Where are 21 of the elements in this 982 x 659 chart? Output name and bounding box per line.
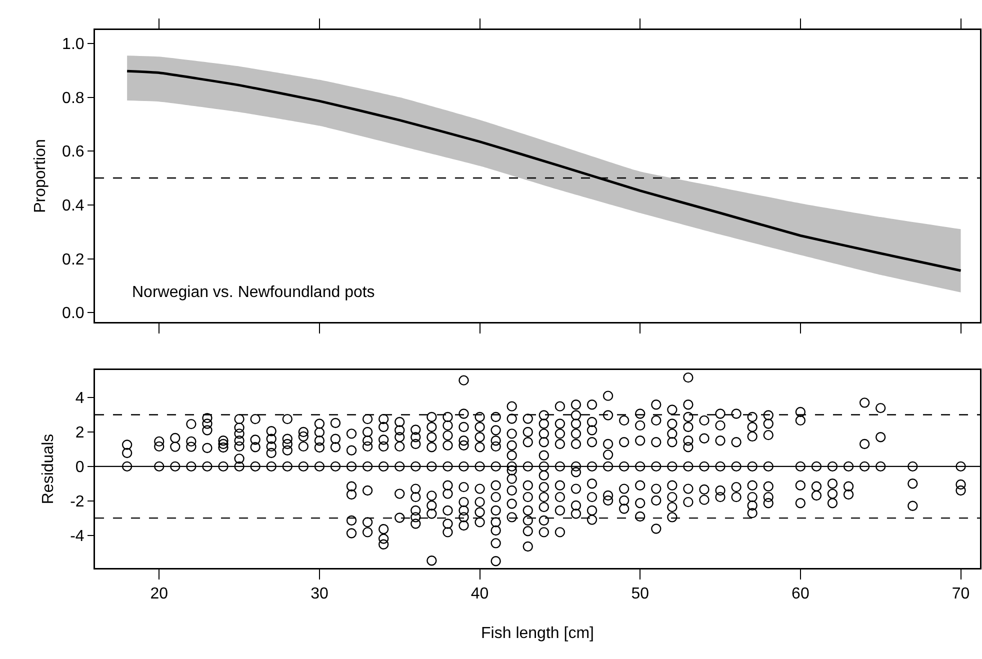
y-axis-title: Proportion: [32, 139, 50, 213]
x-tick-label: 20: [150, 586, 168, 603]
y-tick-label: 1.0: [62, 36, 84, 54]
x-tick-label: 50: [631, 586, 650, 603]
y-tick-label: 0.0: [62, 305, 84, 322]
x-tick-label: 30: [310, 586, 328, 603]
x-tick-label: 70: [952, 586, 970, 603]
x-tick-label: 60: [792, 586, 810, 603]
y-tick-label: -4: [70, 528, 84, 545]
y-tick-label: 2: [75, 424, 84, 442]
y-tick-label: 0.4: [62, 198, 84, 215]
y-tick-label: -2: [70, 493, 84, 510]
y-tick-label: 4: [75, 390, 84, 408]
y-tick-label: 0.8: [62, 90, 84, 107]
x-axis-title: Fish length [cm]: [481, 625, 594, 642]
y-tick-label: 0.2: [62, 251, 84, 268]
y-tick-label: 0.6: [62, 144, 84, 161]
x-tick-label: 40: [470, 586, 489, 603]
y-axis-title: Residuals: [40, 434, 58, 504]
annotation: Norwegian vs. Newfoundland pots: [132, 284, 375, 301]
y-tick-label: 0: [75, 459, 84, 476]
